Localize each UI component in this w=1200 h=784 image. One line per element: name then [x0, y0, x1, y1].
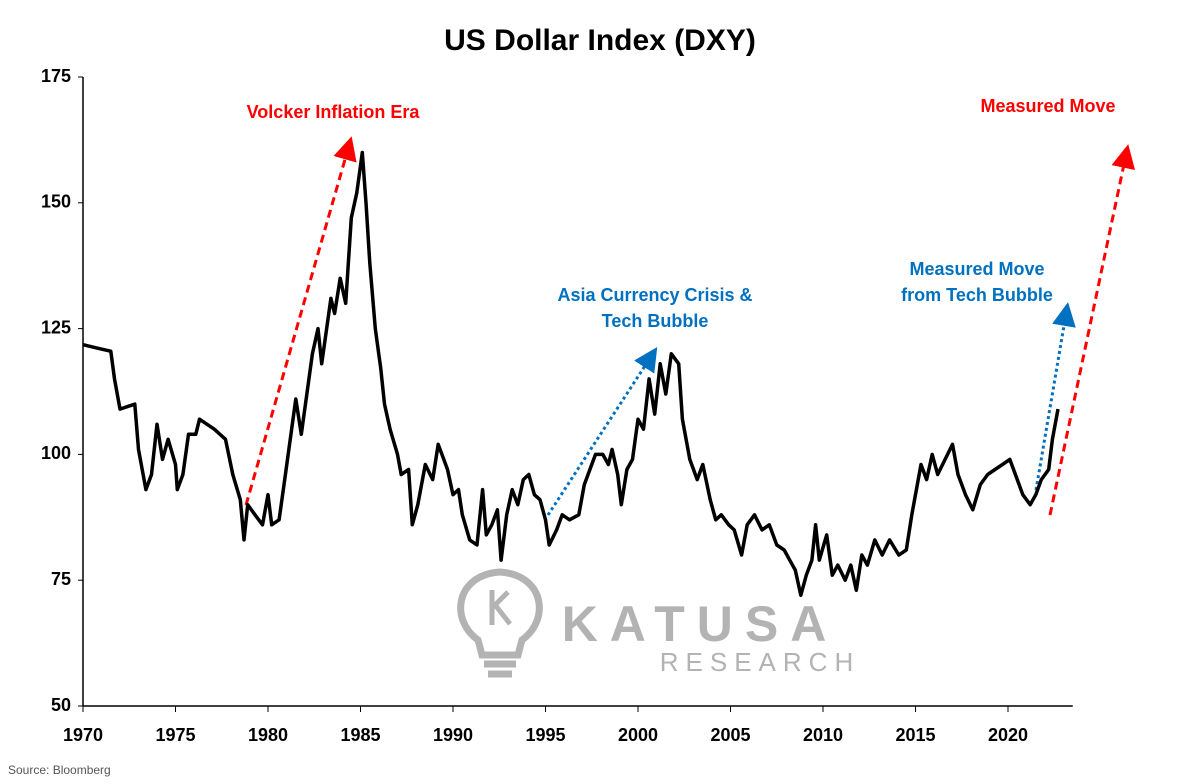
x-tick-label: 1990 [433, 725, 473, 745]
y-tick-label: 50 [51, 695, 71, 715]
annotation: Measured Move [909, 259, 1044, 279]
y-tick-label: 100 [41, 443, 71, 463]
y-tick-label: 125 [41, 317, 71, 337]
x-tick-label: 1995 [525, 725, 565, 745]
y-tick-label: 75 [51, 569, 71, 589]
annotation: from Tech Bubble [901, 285, 1053, 305]
annotation: Measured Move [980, 96, 1115, 116]
x-tick-label: 1980 [248, 725, 288, 745]
watermark-brand: KATUSA [562, 596, 839, 652]
y-tick-label: 175 [41, 66, 71, 86]
watermark-sub: RESEARCH [660, 647, 860, 677]
annotation: Asia Currency Crisis & [557, 285, 752, 305]
x-tick-label: 2000 [618, 725, 658, 745]
chart-title: US Dollar Index (DXY) [444, 24, 756, 57]
annotation: Tech Bubble [602, 311, 709, 331]
arrow [546, 346, 658, 516]
arrow [244, 136, 357, 506]
x-tick-label: 2015 [895, 725, 935, 745]
x-tick-label: 1970 [63, 725, 103, 745]
source: Source: Bloomberg [8, 763, 111, 777]
arrow [1034, 302, 1076, 491]
y-tick-label: 150 [41, 192, 71, 212]
line [82, 150, 1060, 598]
x-tick-label: 2020 [988, 725, 1028, 745]
x-tick-label: 1985 [340, 725, 380, 745]
x-tick-label: 2010 [803, 725, 843, 745]
x-tick-label: 1975 [155, 725, 195, 745]
annotation: Volcker Inflation Era [247, 102, 421, 122]
x-tick-label: 2005 [710, 725, 750, 745]
arrow [1048, 144, 1136, 516]
watermark-logo [457, 568, 543, 678]
